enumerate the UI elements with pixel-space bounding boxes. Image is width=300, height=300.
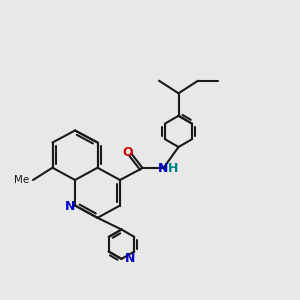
Text: Me: Me	[14, 175, 29, 185]
Text: N: N	[158, 161, 169, 175]
Text: H: H	[168, 162, 178, 175]
Text: N: N	[65, 200, 76, 214]
Text: O: O	[122, 146, 133, 159]
Text: N: N	[125, 252, 136, 266]
